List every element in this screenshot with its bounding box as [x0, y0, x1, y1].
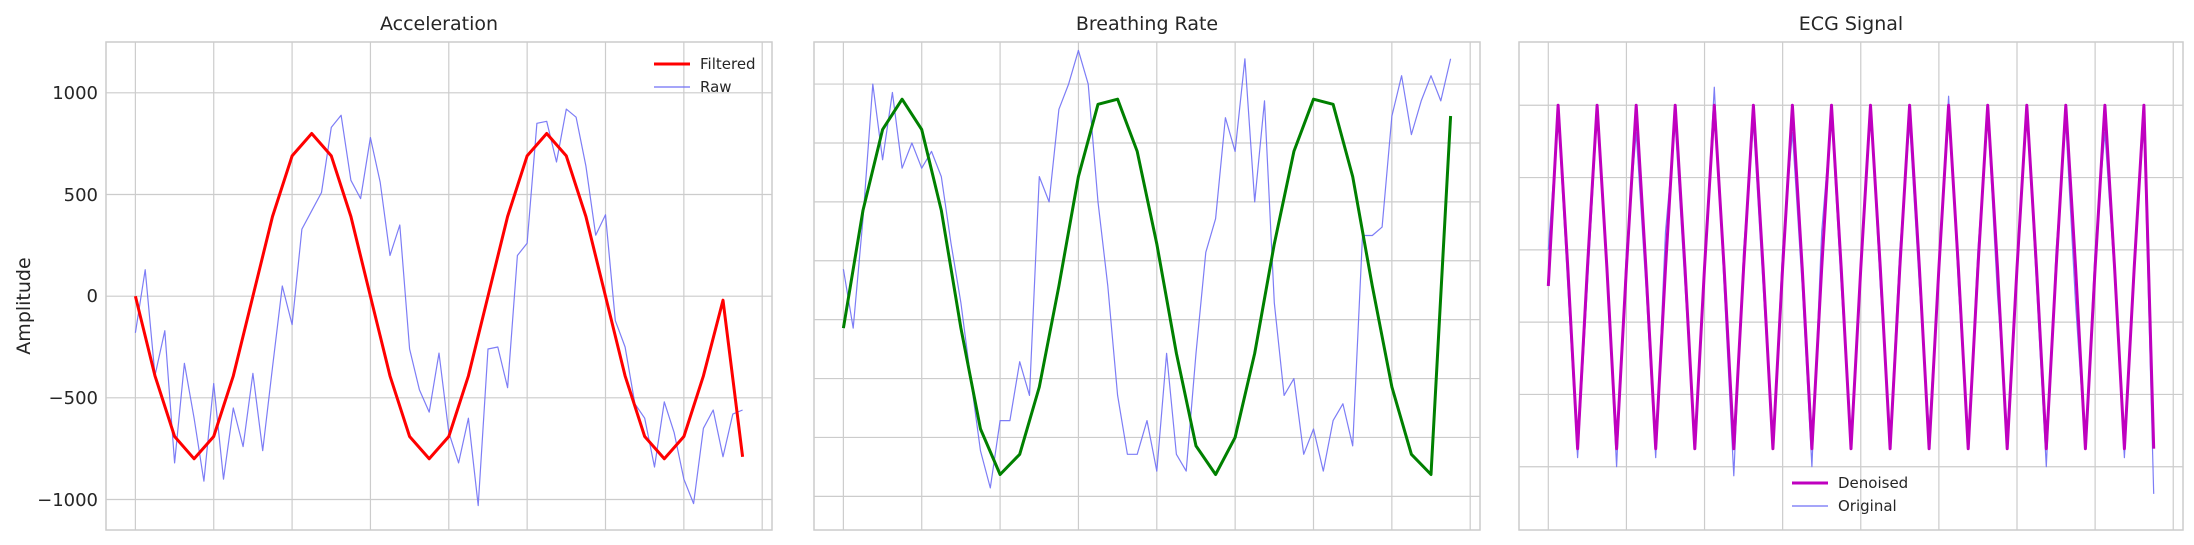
y-axis-label: Amplitude — [13, 257, 35, 354]
legend-label-filtered: Filtered — [700, 55, 756, 73]
grid-lines — [106, 42, 772, 530]
chart-title: ECG Signal — [1799, 13, 1903, 35]
chart-breathing-rate: Breathing Rate — [813, 13, 1481, 531]
y-tick-label: −500 — [49, 388, 98, 409]
legend-label-denoised: Denoised — [1838, 474, 1908, 492]
legend: Filtered Raw — [654, 55, 756, 96]
series-line-series-0 — [841, 97, 1453, 476]
series-line-denoised — [1546, 103, 2156, 451]
series-line-filtered — [133, 132, 745, 461]
y-tick-label: −1000 — [37, 490, 98, 511]
y-tick-labels: 1000 500 0 −500 −1000 — [37, 83, 98, 511]
legend-label-original: Original — [1838, 497, 1897, 515]
chart-ecg-signal: ECG Signal Denoised Original — [1518, 13, 2184, 531]
plot-area — [1518, 41, 2184, 531]
y-tick-label: 500 — [64, 185, 98, 206]
grid-lines — [1519, 42, 2183, 530]
series-line-series-1 — [842, 49, 1452, 489]
legend: Denoised Original — [1792, 474, 1908, 515]
series-lines — [1546, 86, 2156, 494]
plot-area — [105, 41, 773, 531]
chart-title: Breathing Rate — [1076, 13, 1218, 35]
series-line-raw — [134, 108, 743, 507]
plot-area — [813, 41, 1481, 531]
legend-label-raw: Raw — [700, 78, 732, 96]
chart-title: Acceleration — [380, 13, 498, 35]
y-tick-label: 0 — [87, 286, 98, 307]
chart-acceleration: 1000 500 0 −500 −1000 Acceleration Filte… — [37, 13, 773, 531]
series-lines — [133, 108, 745, 507]
series-lines — [841, 49, 1453, 489]
y-tick-label: 1000 — [52, 83, 98, 104]
